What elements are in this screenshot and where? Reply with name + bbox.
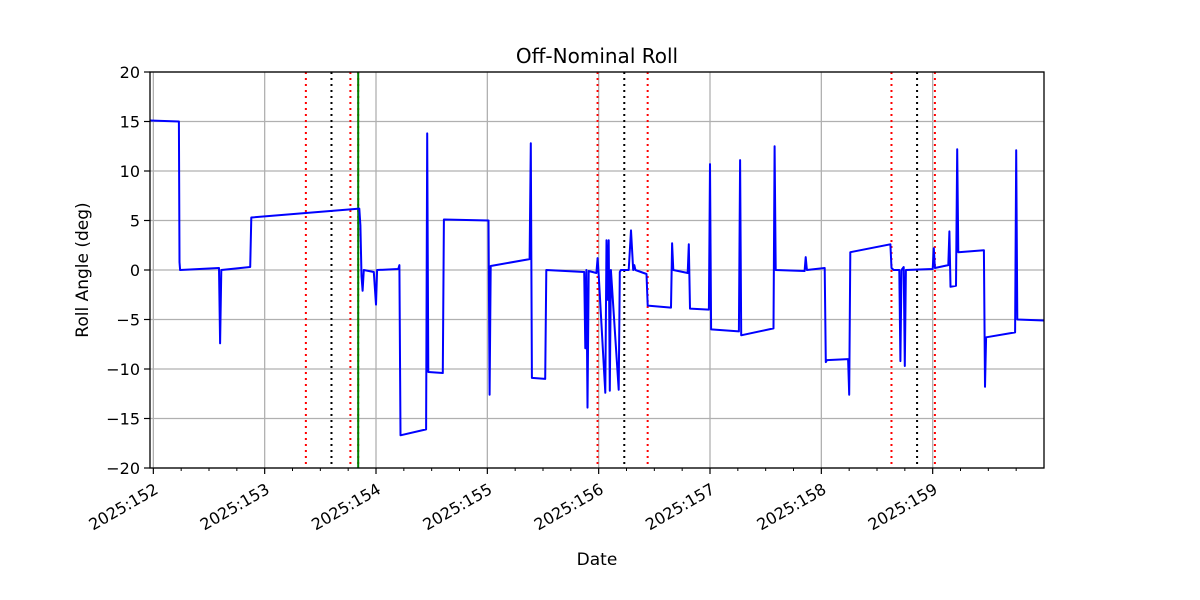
y-tick-label: −10	[106, 360, 140, 379]
y-tick-label: 20	[120, 63, 140, 82]
y-tick-label: 5	[130, 212, 140, 231]
y-tick-label: −15	[106, 410, 140, 429]
roll-angle-series-line	[149, 119, 1045, 437]
y-tick-label: −5	[116, 311, 140, 330]
y-tick-label: −20	[106, 459, 140, 478]
y-tick-label: 0	[130, 261, 140, 280]
chart-title: Off-Nominal Roll	[516, 44, 678, 68]
y-tick-label: 10	[120, 162, 140, 181]
plot-frame	[149, 71, 1045, 469]
y-axis-label: Roll Angle (deg)	[73, 202, 93, 337]
x-axis-label: Date	[577, 550, 618, 570]
series	[149, 119, 1045, 437]
y-tick-label: 15	[120, 113, 140, 132]
